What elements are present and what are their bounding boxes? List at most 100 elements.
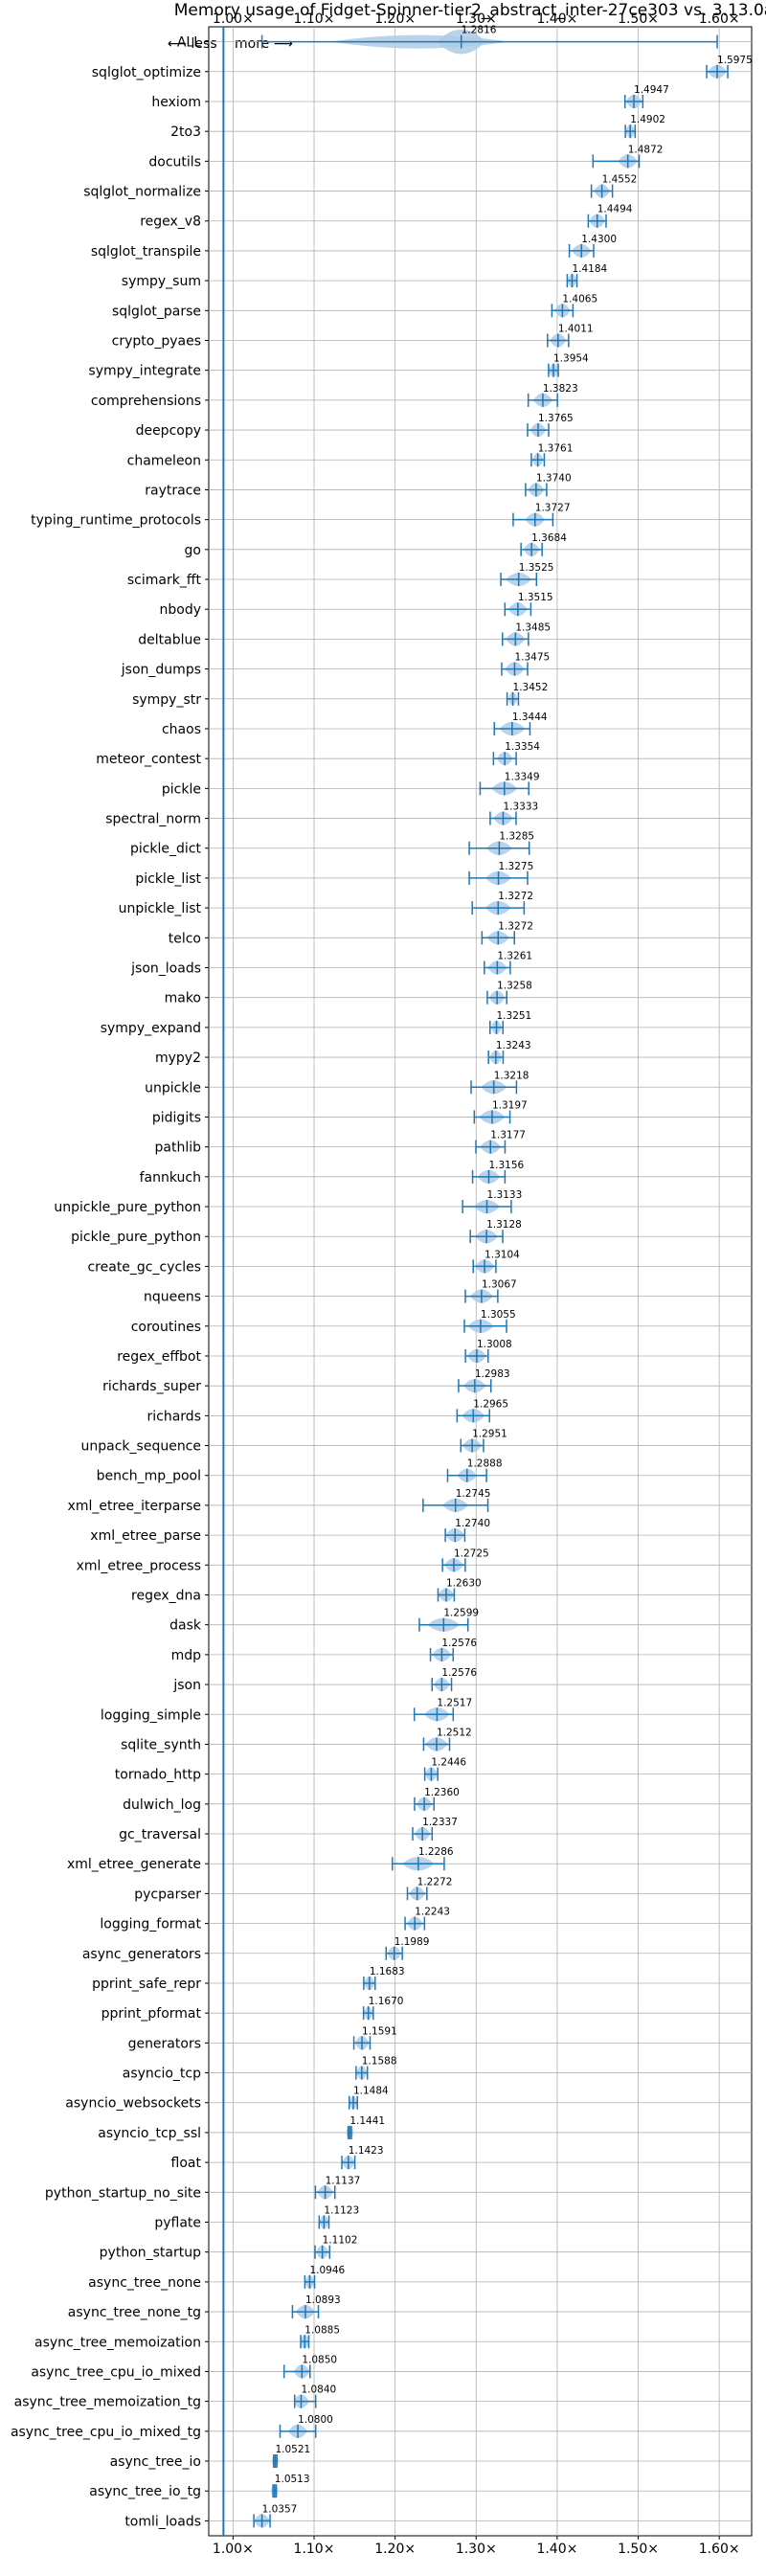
value-label: 1.2243 (415, 1907, 450, 1918)
benchmark-label: nqueens (144, 1290, 201, 1305)
benchmark-label: pprint_safe_repr (92, 1977, 201, 1992)
value-label: 1.4494 (597, 204, 633, 215)
benchmark-label: regex_dna (131, 1589, 201, 1604)
benchmark-label: async_generators (82, 1947, 201, 1962)
value-label: 1.3765 (538, 413, 574, 424)
benchmark-label: logging_simple (101, 1707, 201, 1723)
benchmark-label: regex_v8 (140, 215, 201, 230)
benchmark-label: dask (169, 1618, 202, 1634)
benchmark-label: 2to3 (170, 124, 201, 140)
x-tick-label-top: 1.40× (536, 11, 577, 27)
benchmark-label: pathlib (155, 1141, 202, 1156)
value-label: 1.2517 (437, 1697, 472, 1708)
value-label: 1.2576 (441, 1667, 477, 1679)
value-label: 1.5975 (717, 55, 753, 66)
benchmark-label: unpickle_pure_python (54, 1200, 201, 1215)
benchmark-label: chaos (162, 722, 201, 737)
value-label: 1.1683 (370, 1966, 405, 1977)
value-label: 1.1423 (349, 2145, 384, 2157)
value-label: 1.3740 (536, 472, 572, 484)
value-label: 1.3475 (514, 652, 550, 664)
x-tick-label-top: 1.00× (213, 11, 254, 27)
benchmark-label: sympy_str (132, 692, 201, 708)
direction-more-label: more ⟶ (235, 36, 293, 52)
value-label: 1.2599 (443, 1608, 479, 1619)
x-tick-label-bottom: 1.20× (374, 2542, 416, 2557)
value-label: 1.1588 (362, 2056, 397, 2068)
value-label: 1.4065 (562, 293, 597, 305)
benchmark-label: unpickle (145, 1080, 201, 1096)
value-label: 1.1591 (362, 2025, 397, 2037)
benchmark-label: async_tree_io_tg (89, 2484, 201, 2499)
value-label: 1.0946 (309, 2265, 345, 2276)
benchmark-label: fannkuch (140, 1170, 201, 1186)
x-tick-label-top: 1.60× (699, 11, 740, 27)
value-label: 1.3197 (492, 1099, 528, 1111)
value-label: 1.2576 (441, 1638, 477, 1649)
benchmark-label: sympy_expand (101, 1021, 201, 1036)
benchmark-label: pyflate (154, 2216, 201, 2231)
value-label: 1.4300 (581, 234, 617, 245)
value-label: 1.3258 (497, 981, 532, 992)
value-label: 1.2630 (446, 1578, 482, 1590)
benchmark-label: sympy_integrate (88, 364, 201, 379)
benchmark-label: typing_runtime_protocols (31, 513, 201, 529)
benchmark-label: ALL (177, 35, 201, 51)
benchmark-label: pickle (162, 781, 201, 797)
value-label: 1.0521 (275, 2444, 310, 2455)
benchmark-label: json (172, 1678, 201, 1693)
benchmark-label: sqlglot_transpile (91, 244, 201, 260)
value-label: 1.0850 (302, 2354, 337, 2365)
value-label: 1.3104 (484, 1249, 520, 1260)
chart-title: Memory usage of Fidget-Spinner-tier2_abs… (174, 1, 766, 20)
value-label: 1.2740 (455, 1518, 490, 1529)
value-label: 1.3444 (512, 712, 548, 723)
value-label: 1.3272 (498, 920, 533, 932)
benchmark-label: asyncio_websockets (65, 2096, 201, 2112)
benchmark-label: async_tree_none_tg (68, 2305, 201, 2320)
benchmark-label: raytrace (145, 483, 201, 498)
benchmark-label: unpack_sequence (81, 1439, 201, 1455)
benchmark-label: sqlite_synth (121, 1737, 201, 1752)
value-label: 1.2337 (422, 1817, 458, 1828)
benchmark-label: json_loads (130, 961, 201, 977)
benchmark-label: pprint_pformat (101, 2006, 202, 2022)
benchmark-label: python_startup_no_site (45, 2185, 201, 2201)
value-label: 1.3251 (497, 1010, 532, 1022)
plot-area: 1.00× 1.00× 1.10× 1.10× 1.20× 1.20× 1.30× 1.30×… (11, 11, 753, 2557)
value-label: 1.3055 (481, 1309, 516, 1321)
benchmark-label: async_tree_none (88, 2275, 201, 2291)
value-label: 1.3354 (505, 741, 540, 753)
benchmark-label: deltablue (138, 632, 201, 647)
benchmark-label: sqlglot_normalize (83, 185, 201, 200)
benchmark-label: pycparser (134, 1887, 201, 1902)
benchmark-label: comprehensions (91, 394, 201, 409)
value-label: 1.3452 (513, 682, 549, 693)
value-label: 1.3485 (515, 621, 551, 633)
benchmark-label: regex_effbot (117, 1349, 201, 1365)
value-label: 1.2983 (475, 1368, 510, 1380)
benchmark-label: pickle_list (135, 871, 201, 887)
value-label: 1.3525 (519, 562, 554, 574)
benchmark-label: async_tree_cpu_io_mixed (31, 2364, 201, 2380)
value-label: 1.3275 (499, 861, 534, 872)
x-tick-label-bottom: 1.30× (456, 2542, 497, 2557)
benchmark-label: chameleon (127, 453, 201, 468)
benchmark-label: hexiom (151, 95, 201, 110)
value-label: 1.3349 (505, 771, 540, 782)
x-tick-label-bottom: 1.00× (213, 2542, 254, 2557)
value-label: 1.3156 (488, 1160, 524, 1171)
value-label: 1.2725 (454, 1548, 489, 1559)
x-tick-label-bottom: 1.10× (294, 2542, 335, 2557)
benchmark-label: coroutines (131, 1320, 201, 1335)
benchmark-label: pickle_pure_python (71, 1230, 201, 1245)
value-label: 1.1123 (324, 2205, 359, 2217)
value-label: 1.0893 (305, 2294, 341, 2306)
value-label: 1.1137 (326, 2175, 361, 2186)
benchmark-label: xml_etree_generate (67, 1857, 201, 1872)
benchmark-label: pickle_dict (130, 842, 202, 857)
value-label: 1.0357 (262, 2503, 298, 2515)
value-label: 1.4552 (602, 174, 638, 186)
benchmark-label: docutils (148, 154, 201, 169)
